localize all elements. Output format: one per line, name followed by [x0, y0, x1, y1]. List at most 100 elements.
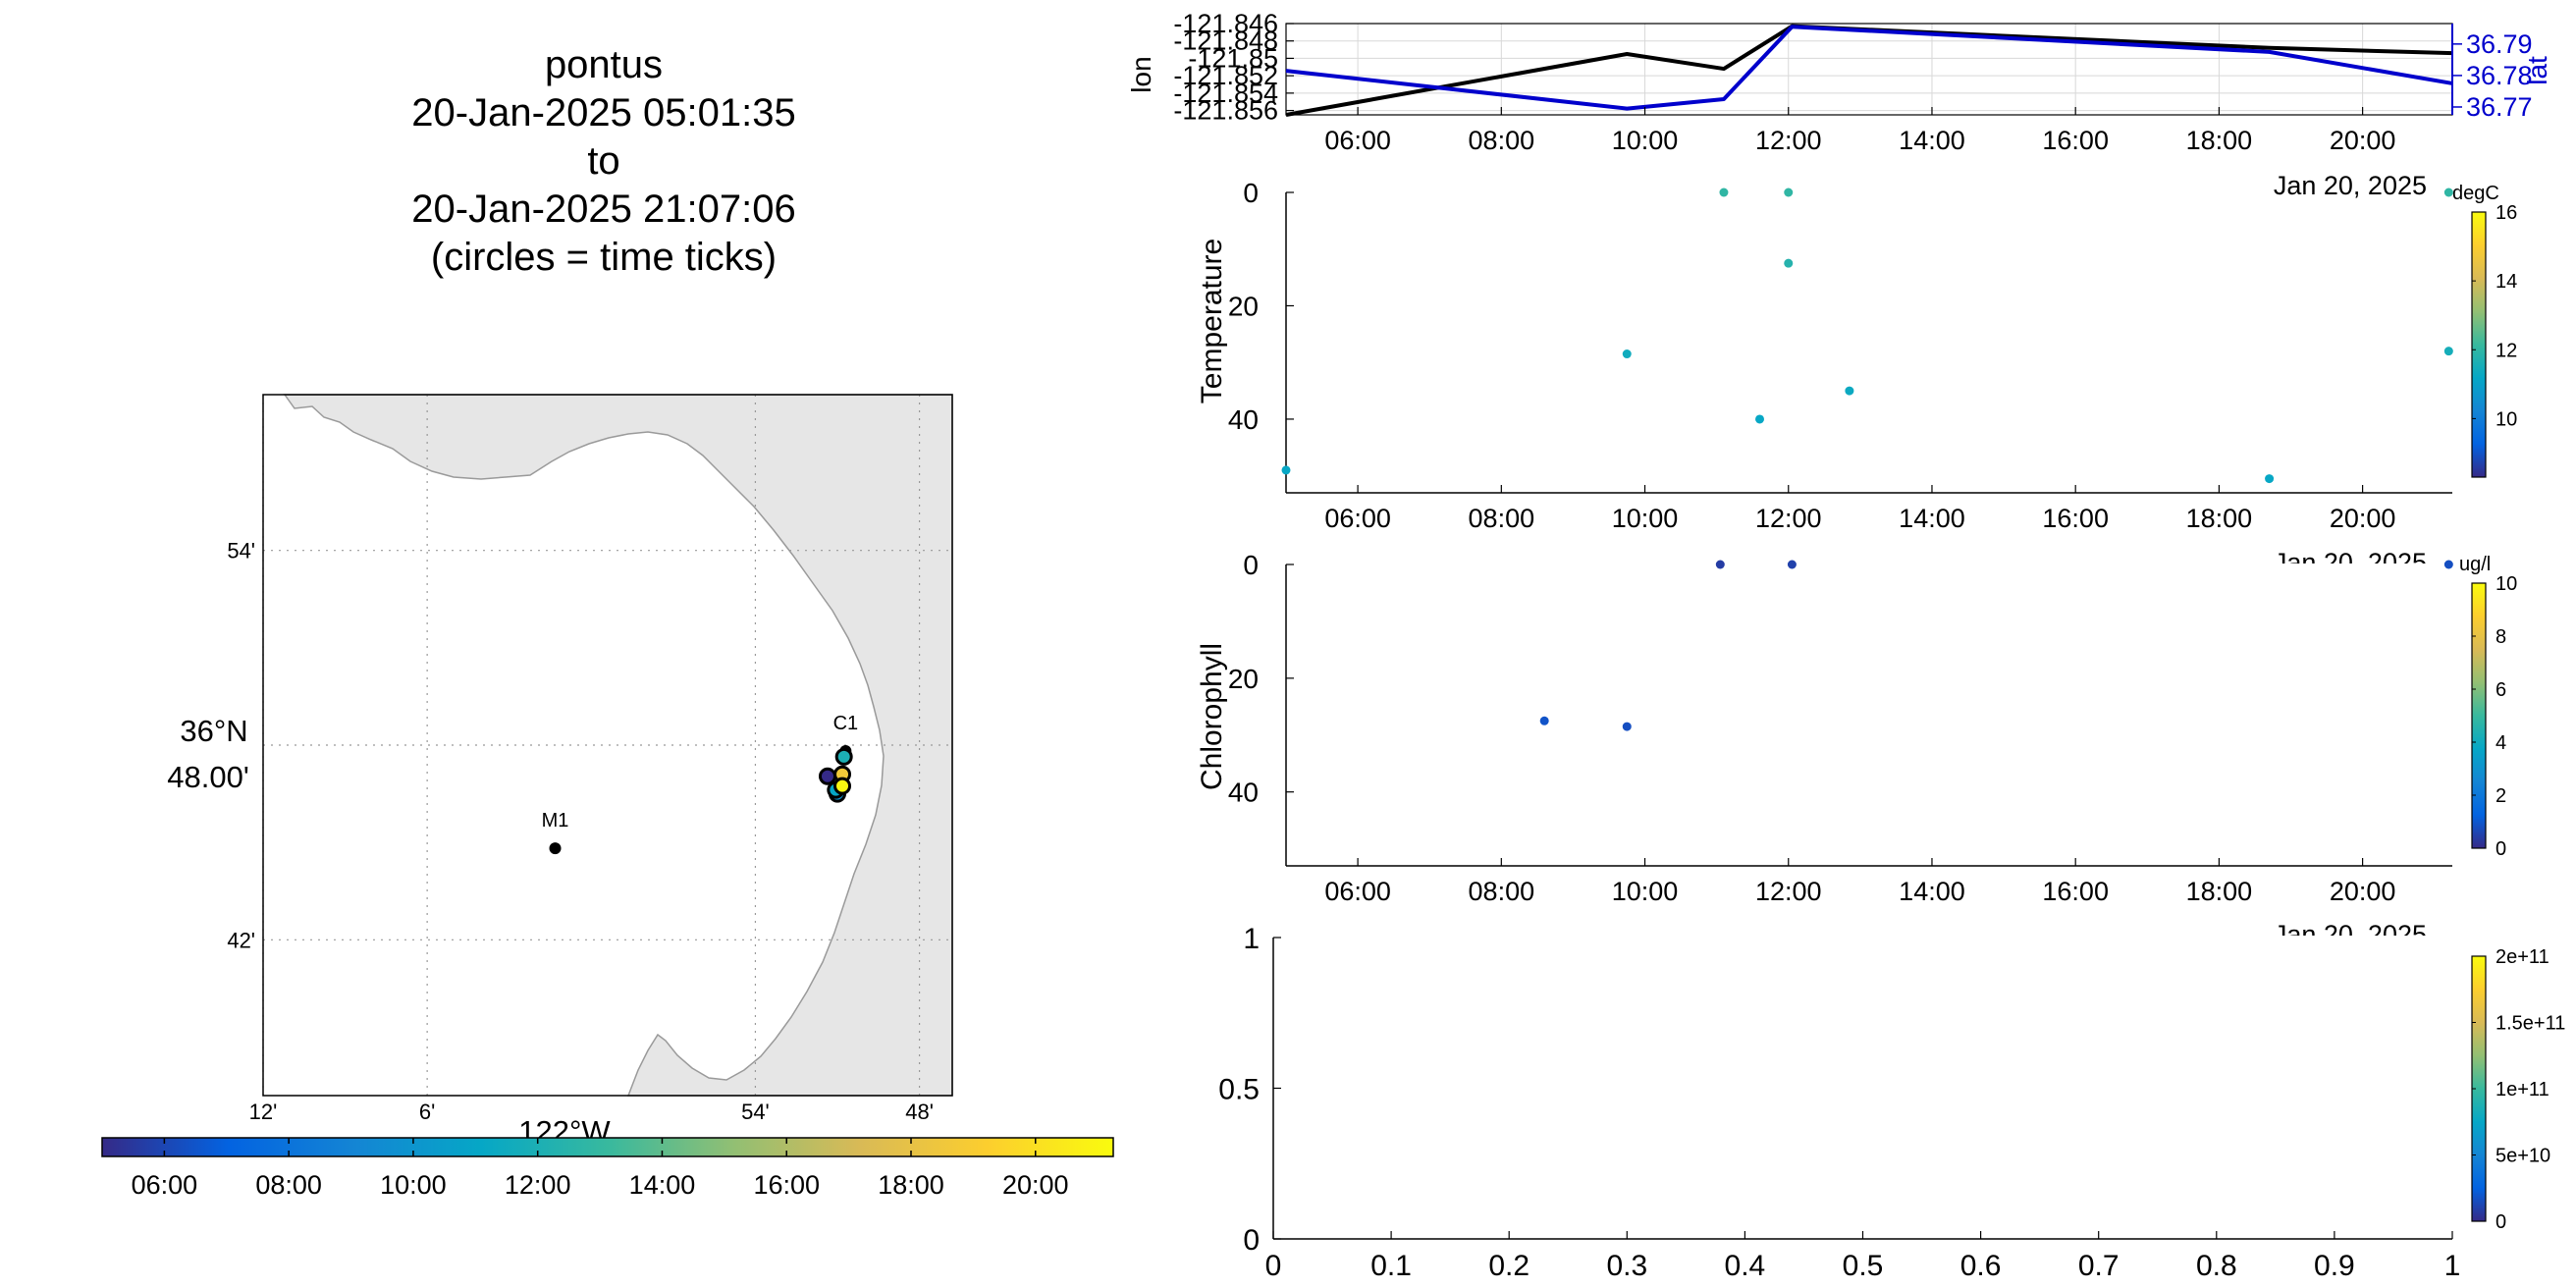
lonlat-x-tick-label: 14:00 — [1899, 126, 1965, 155]
title-start-time: 20-Jan-2025 05:01:35 — [411, 91, 796, 134]
temperature-point — [2265, 474, 2275, 484]
map-station-label: C1 — [833, 713, 859, 734]
empty-colorbar-ticks: 0 5e+10 1e+11 1.5e+11 2e+11 — [2472, 946, 2565, 1233]
chlorophyll-point — [1622, 722, 1632, 731]
map-y-tick-label: 42' — [227, 928, 255, 952]
time-colorbar — [101, 1137, 1114, 1157]
empty-x-tick-label: 0.6 — [1960, 1250, 2002, 1282]
chlorophyll-colorbar-label: 10 — [2496, 573, 2517, 595]
empty-y-tick-label: 0 — [1243, 1224, 1260, 1257]
time-colorbar-label: 06:00 — [132, 1170, 198, 1200]
chlorophyll-colorbar-label: 4 — [2496, 732, 2506, 754]
title-to: to — [587, 139, 620, 183]
lonlat-right-tick-label: 36.78 — [2466, 61, 2533, 90]
empty-colorbar-label: 1e+11 — [2496, 1079, 2549, 1100]
temperature-point — [1784, 258, 1794, 268]
empty-x-tick-label: 0.2 — [1488, 1250, 1530, 1282]
plot-title: pontus 20-Jan-2025 05:01:35 to 20-Jan-20… — [295, 41, 913, 282]
chlorophyll-colorbar-ticks: 0 2 4 6 8 10 — [2472, 573, 2517, 860]
temperature-y-tick-label: 0 — [1243, 178, 1259, 208]
empty-x-tick-label: 1 — [2444, 1250, 2461, 1282]
lonlat-right-tick-label: 36.77 — [2466, 92, 2533, 122]
empty-colorbar-label: 0 — [2496, 1211, 2506, 1233]
time-colorbar-label: 16:00 — [753, 1170, 820, 1200]
map-frame — [262, 394, 953, 1097]
temperature-x-tick-label: 08:00 — [1469, 504, 1535, 533]
empty-colorbar-label: 5e+10 — [2496, 1146, 2550, 1167]
lonlat-grid — [1286, 23, 2452, 115]
map-track-point — [833, 777, 852, 795]
temperature-x-tick-label: 06:00 — [1324, 504, 1391, 533]
chlorophyll-unit: ug/l — [2459, 554, 2491, 575]
chlorophyll-colorbar — [2471, 582, 2487, 849]
temperature-x-tick-label: 10:00 — [1612, 504, 1679, 533]
chlorophyll-colorbar-label: 8 — [2496, 626, 2506, 648]
lat-series-line — [1285, 25, 2453, 111]
time-colorbar-label: 20:00 — [1002, 1170, 1069, 1200]
temperature-ticks: 0 20 40 06:00 08:00 10:00 12:00 14:00 16:00 18:00… — [1228, 178, 2427, 564]
temperature-colorbar-ticks: 10 12 14 16 — [2472, 202, 2517, 430]
map-track-point — [834, 747, 853, 766]
temperature-y-tick-label: 40 — [1228, 404, 1259, 435]
lonlat-x-tick-label: 10:00 — [1612, 126, 1679, 155]
lonlat-panel: -121.846-121.848-121.85-121.852-121.854-… — [1126, 9, 2552, 200]
lon-series-line — [1285, 24, 2453, 117]
temperature-colorbar-label: 14 — [2496, 271, 2517, 293]
title-platform: pontus — [544, 43, 664, 86]
temperature-axes — [1286, 192, 2452, 493]
temperature-y-tick-label: 20 — [1228, 291, 1259, 321]
temperature-x-tick-label: 14:00 — [1899, 504, 1965, 533]
lonlat-x-tick-label: 12:00 — [1755, 126, 1822, 155]
temperature-point — [1845, 386, 1854, 396]
chlorophyll-y-tick-label: 20 — [1228, 664, 1259, 694]
chlorophyll-points — [1539, 560, 2453, 731]
temperature-panel: 0 20 40 06:00 08:00 10:00 12:00 14:00 16:00 18:00… — [1196, 178, 2517, 564]
time-colorbar-label: 12:00 — [505, 1170, 571, 1200]
temperature-x-tick-label: 18:00 — [2186, 504, 2253, 533]
lonlat-lines — [1285, 24, 2453, 117]
temperature-colorbar — [2471, 211, 2487, 478]
lonlat-x-tick-label: 20:00 — [2330, 126, 2396, 155]
map-coastline — [283, 394, 953, 1097]
temperature-point — [1719, 188, 1729, 197]
time-colorbar-label: 14:00 — [629, 1170, 696, 1200]
temperature-point — [1755, 414, 1765, 424]
empty-x-tick-label: 0.3 — [1606, 1250, 1647, 1282]
empty-colorbar-label: 2e+11 — [2496, 946, 2549, 968]
chlorophyll-colorbar-label: 6 — [2496, 679, 2506, 701]
temperature-unit: degC — [2452, 183, 2499, 204]
map-x-tick-label: 48' — [905, 1100, 934, 1124]
empty-axis-lines — [1272, 938, 2452, 1240]
chlorophyll-x-tick-label: 16:00 — [2042, 877, 2109, 906]
lonlat-right-tick-label: 36.79 — [2466, 29, 2533, 59]
chlorophyll-ylabel: Chlorophyll — [1196, 643, 1228, 790]
map-x-tick-label: 12' — [249, 1100, 278, 1124]
lonlat-date-label: Jan 20, 2025 — [2274, 171, 2427, 200]
empty-y-tick-label: 0.5 — [1218, 1074, 1260, 1106]
empty-ticks: 0 0.1 0.2 0.3 0.4 0.5 0.6 0.7 0.8 0.9 1 0 0.5 1 — [1218, 923, 2460, 1282]
chlorophyll-point — [1787, 560, 1797, 569]
chlorophyll-y-tick-label: 40 — [1228, 778, 1259, 808]
chlorophyll-colorbar-label: 2 — [2496, 785, 2506, 807]
time-colorbar-label: 10:00 — [380, 1170, 447, 1200]
time-colorbar-label: 18:00 — [878, 1170, 944, 1200]
chlorophyll-date-label: Jan 20, 2025 — [2274, 920, 2427, 949]
temperature-point — [1784, 188, 1794, 197]
temperature-colorbar-label: 16 — [2496, 202, 2517, 224]
chlorophyll-point — [2443, 560, 2453, 569]
lonlat-left-tick-label: -121.848 — [1173, 27, 1278, 56]
temperature-x-tick-label: 16:00 — [2042, 504, 2109, 533]
empty-y-tick-label: 1 — [1243, 923, 1260, 955]
map-grid — [262, 395, 952, 1096]
chlorophyll-point — [1539, 716, 1549, 725]
empty-x-tick-label: 0.1 — [1370, 1250, 1412, 1282]
chlorophyll-x-tick-label: 14:00 — [1899, 877, 1965, 906]
map-x-tick-label: 6' — [419, 1100, 435, 1124]
map-track-point — [818, 767, 836, 785]
chlorophyll-x-tick-label: 18:00 — [2186, 877, 2253, 906]
empty-panel: 0 0.1 0.2 0.3 0.4 0.5 0.6 0.7 0.8 0.9 1 0 0.5 1 0 5e+1… — [1218, 923, 2565, 1282]
lonlat-left-tick-label: -121.856 — [1173, 96, 1278, 126]
lonlat-x-tick-label: 18:00 — [2186, 126, 2253, 155]
chlorophyll-x-tick-label: 10:00 — [1612, 877, 1679, 906]
chlorophyll-axis-lines — [1285, 564, 2452, 867]
